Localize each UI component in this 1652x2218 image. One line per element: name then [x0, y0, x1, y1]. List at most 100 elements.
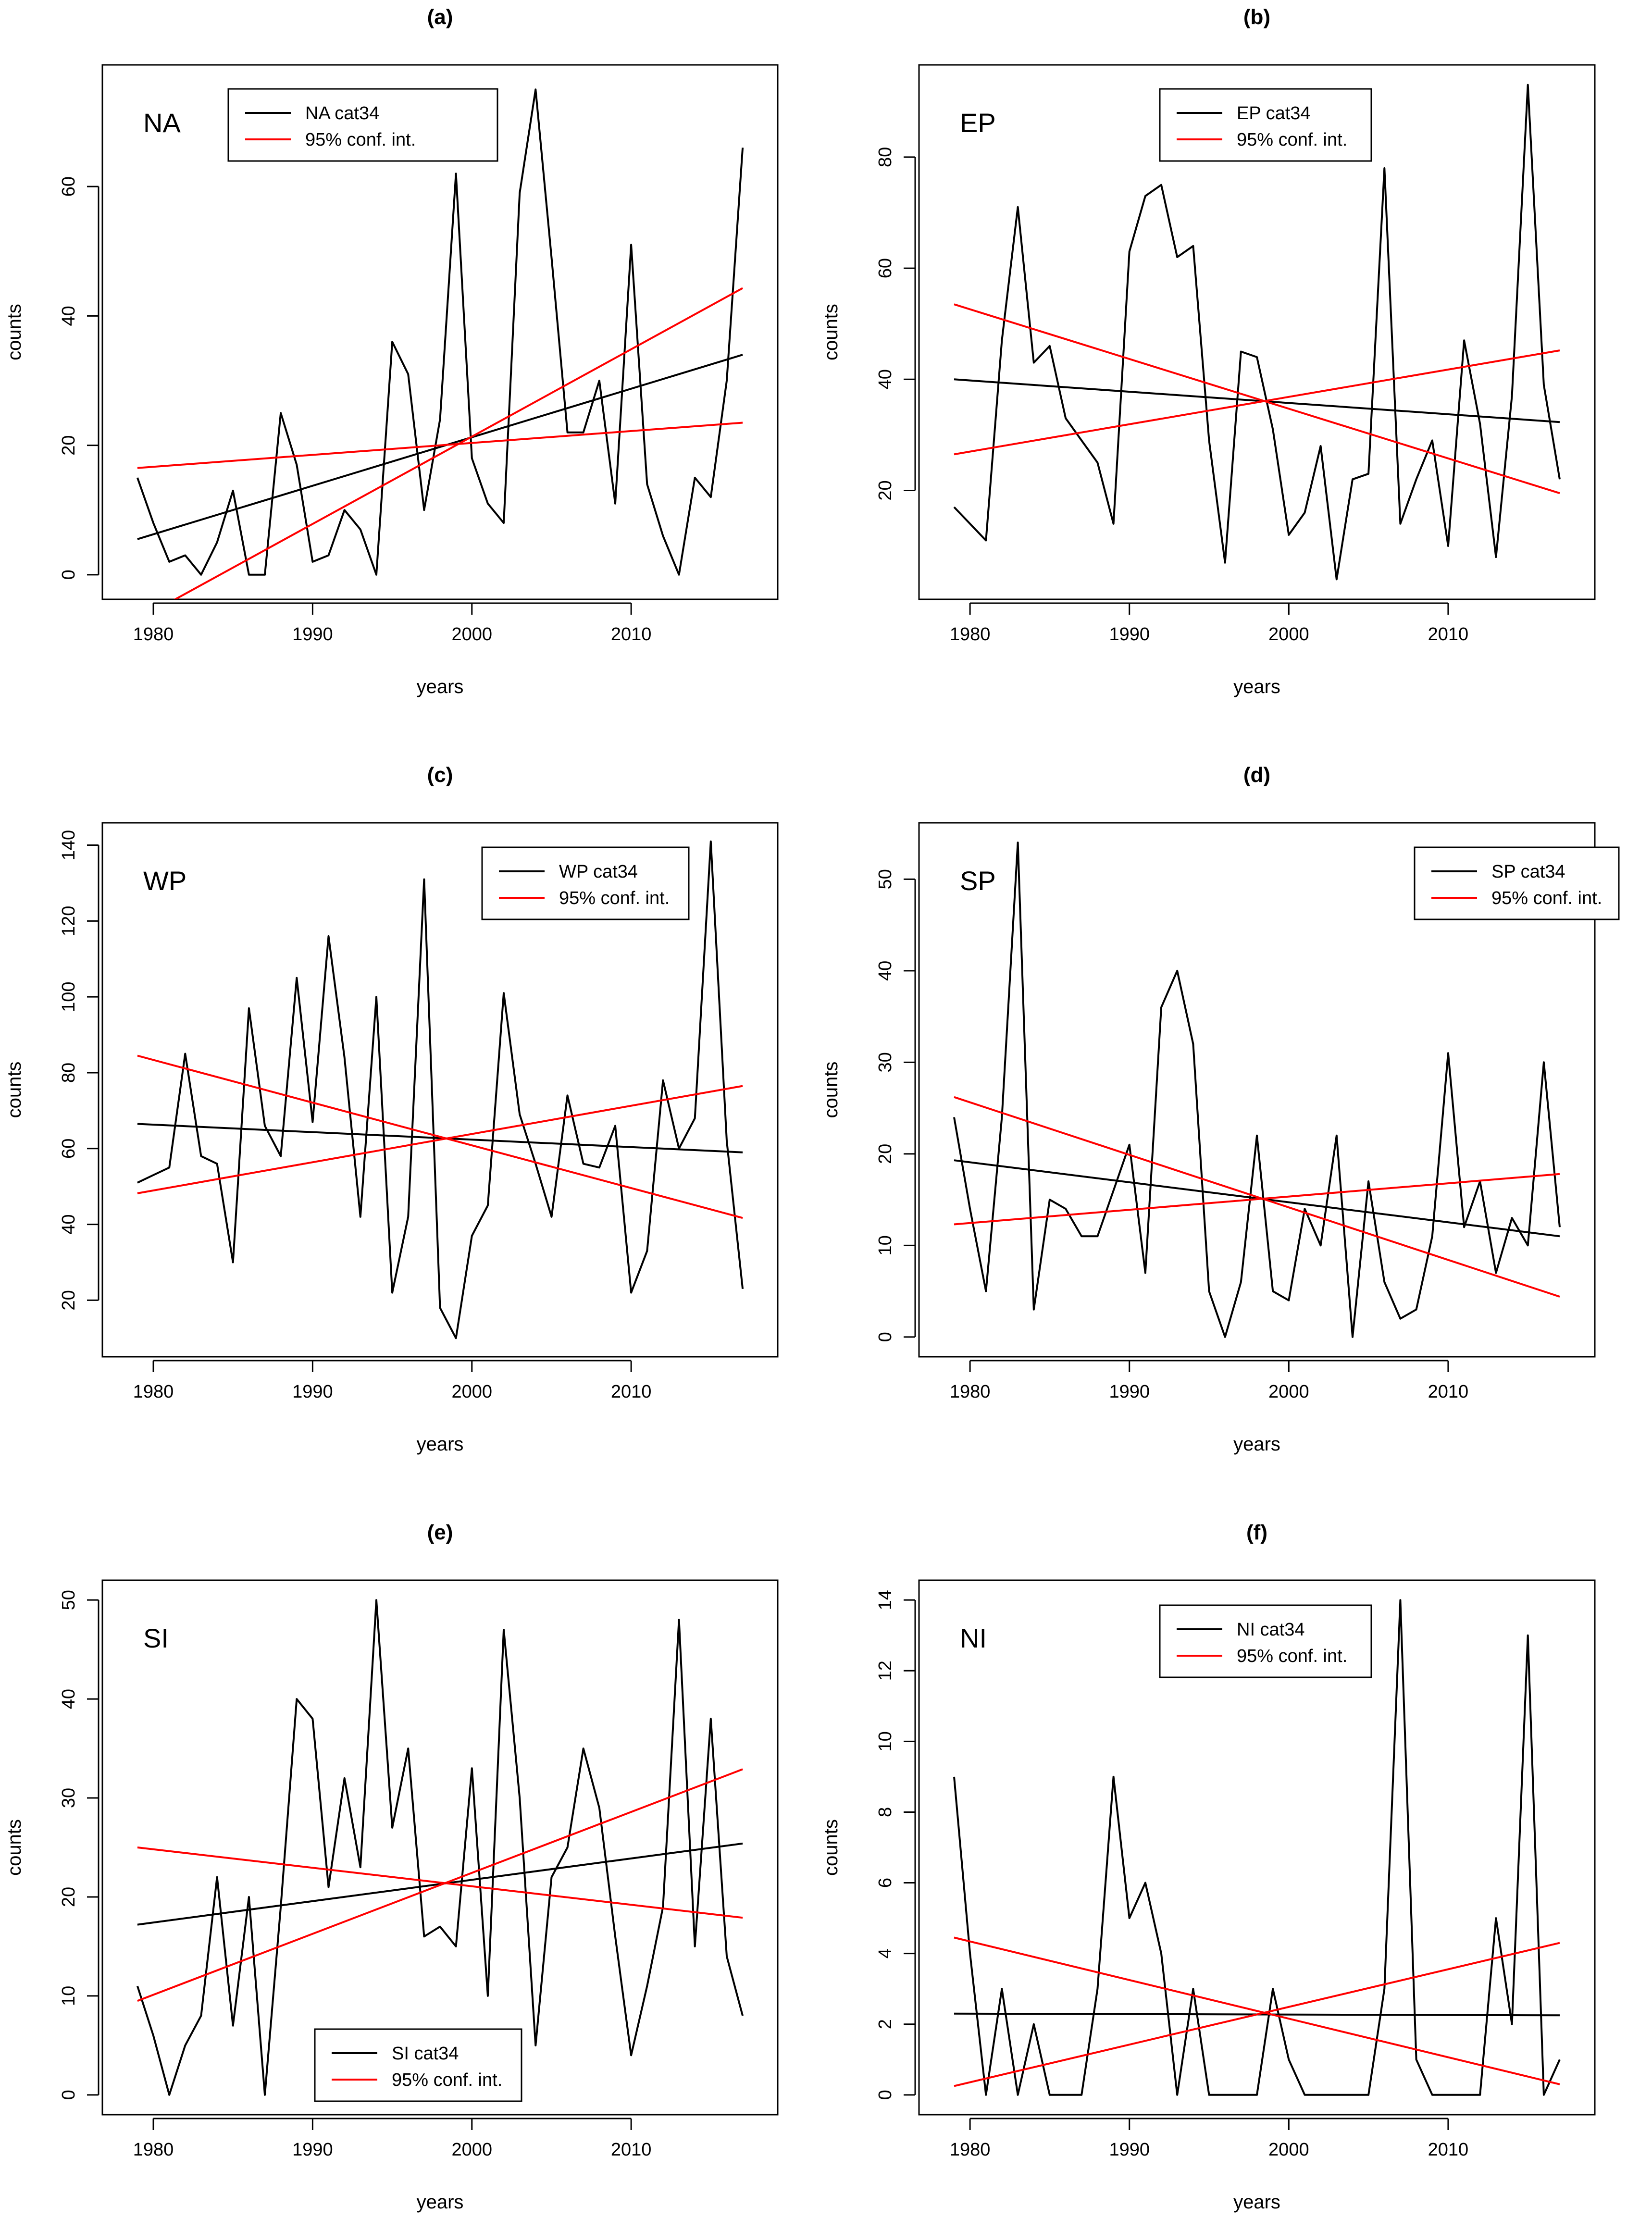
x-tick-label: 1990 [1109, 2140, 1150, 2160]
x-tick-label: 2010 [611, 624, 652, 644]
series-line-cat34 [137, 840, 744, 1339]
conf-int-line-lower [137, 421, 743, 469]
x-tick-label: 1980 [133, 624, 174, 644]
legend-label: 95% conf. int. [559, 888, 670, 908]
x-tick-label: 2000 [1268, 624, 1309, 644]
x-tick-label: 1990 [292, 624, 333, 644]
x-tick-label: 1980 [950, 1382, 991, 1402]
y-axis-label: counts [4, 1062, 25, 1118]
x-tick-label: 1980 [133, 1382, 174, 1402]
plot-frame [918, 64, 1596, 600]
legend-label: WP cat34 [559, 862, 638, 882]
legend-label: SI cat34 [392, 2044, 459, 2064]
x-tick-label: 1980 [133, 2140, 174, 2160]
y-tick-label: 60 [59, 176, 79, 197]
conf-int-line-lower [137, 1846, 743, 1919]
x-tick-label: 1990 [1109, 624, 1150, 644]
x-axis-label: years [1233, 676, 1280, 697]
chart-title: (b) [1243, 5, 1270, 29]
x-axis: 1980 1990 2000 2010 years [133, 1360, 651, 1455]
panel-c: (c) WP 1980 1990 2000 2010 years 20 40 60 80 100 120… [4, 763, 779, 1455]
y-tick-label: 60 [875, 258, 895, 278]
y-tick-label: 10 [59, 1986, 79, 2006]
series-line-cat34 [137, 88, 744, 576]
y-tick-label: 30 [875, 1052, 895, 1072]
trend-line [954, 378, 1560, 423]
region-label: EP [960, 108, 996, 138]
legend: SP cat34 95% conf. int. [1414, 846, 1620, 920]
panel-a: (a) NA 1980 1990 2000 2010 years 0 20 40 60 counts N… [4, 5, 779, 697]
x-tick-label: 1980 [950, 624, 991, 644]
conf-int-line-lower [954, 1942, 1560, 2087]
y-axis-label: counts [820, 1819, 842, 1876]
y-tick-label: 4 [875, 1948, 895, 1958]
x-tick-label: 2000 [1268, 1382, 1309, 1402]
plot-frame [101, 822, 779, 1358]
panel-f: (f) NI 1980 1990 2000 2010 years 0 2 4 6 8 10 12 14 cou… [820, 1521, 1596, 2213]
region-label: WP [143, 866, 186, 896]
y-axis: 20 40 60 80 counts [820, 147, 916, 501]
x-tick-label: 2010 [1428, 624, 1469, 644]
series-group [953, 842, 1561, 1338]
y-tick-label: 10 [875, 1235, 895, 1255]
y-tick-label: 6 [875, 1878, 895, 1888]
y-tick-label: 50 [59, 1590, 79, 1610]
series-group [953, 84, 1561, 581]
y-tick-label: 20 [875, 1144, 895, 1164]
series-line-cat34 [136, 1599, 744, 2096]
x-tick-label: 2000 [1268, 2140, 1309, 2160]
y-axis: 0 20 40 60 counts [4, 176, 99, 580]
x-axis-label: years [417, 2192, 464, 2213]
x-tick-label: 1990 [292, 2140, 333, 2160]
x-tick-label: 2010 [1428, 1382, 1469, 1402]
legend: NI cat34 95% conf. int. [1159, 1604, 1372, 1678]
y-tick-label: 8 [875, 1807, 895, 1817]
x-axis-label: years [1233, 2192, 1280, 2213]
series-group [953, 1599, 1561, 2096]
y-axis-label: counts [820, 1062, 842, 1118]
y-tick-label: 0 [59, 570, 79, 580]
chart-title: (d) [1243, 763, 1270, 787]
legend-label: SP cat34 [1491, 862, 1565, 882]
y-tick-label: 20 [59, 1290, 79, 1310]
series-line-cat34 [953, 842, 1561, 1338]
panel-b: (b) EP 1980 1990 2000 2010 years 20 40 60 80 counts… [820, 5, 1596, 697]
legend-label: 95% conf. int. [392, 2070, 502, 2090]
x-tick-label: 2010 [611, 2140, 652, 2160]
x-axis-label: years [1233, 1434, 1280, 1455]
conf-int-line-upper [954, 1936, 1560, 2085]
plot-frame [101, 64, 779, 600]
series-group [136, 1599, 744, 2096]
plot-frame [918, 1579, 1596, 2116]
x-tick-label: 2010 [1428, 2140, 1469, 2160]
region-label: SI [143, 1623, 169, 1653]
y-tick-label: 40 [59, 306, 79, 326]
series-line-cat34 [953, 84, 1561, 581]
x-tick-label: 2000 [452, 1382, 493, 1402]
y-tick-label: 40 [59, 1214, 79, 1234]
y-tick-label: 20 [59, 435, 79, 455]
conf-int-line-upper [173, 287, 744, 599]
series-line-cat34 [953, 1599, 1561, 2096]
conf-int-line-lower [954, 1173, 1560, 1226]
legend-label: EP cat34 [1237, 103, 1311, 124]
y-tick-label: 20 [875, 480, 895, 500]
y-tick-label: 60 [59, 1139, 79, 1159]
legend-label: 95% conf. int. [1237, 1646, 1347, 1666]
conf-int-line-upper [137, 1768, 743, 2002]
y-tick-label: 12 [875, 1660, 895, 1681]
conf-int-line-upper [137, 1054, 743, 1219]
legend-label: 95% conf. int. [305, 130, 416, 150]
y-tick-label: 40 [59, 1689, 79, 1709]
x-axis: 1980 1990 2000 2010 years [950, 602, 1469, 697]
conf-int-line-lower [954, 349, 1560, 456]
legend-label: 95% conf. int. [1491, 888, 1602, 908]
conf-int-line-upper [954, 1096, 1560, 1298]
legend-label: NA cat34 [305, 103, 379, 124]
conf-int-line-lower [137, 1085, 743, 1194]
y-tick-label: 80 [59, 1063, 79, 1083]
y-tick-label: 120 [59, 906, 79, 936]
x-axis-label: years [417, 676, 464, 697]
legend-label: NI cat34 [1237, 1620, 1305, 1640]
x-axis: 1980 1990 2000 2010 years [950, 2118, 1469, 2213]
